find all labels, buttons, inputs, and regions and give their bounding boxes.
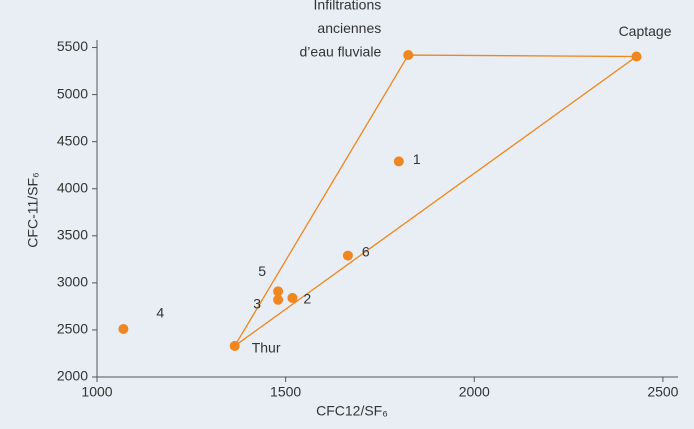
mixing-line <box>234 54 639 347</box>
point-label: Thur <box>252 340 281 356</box>
x-axis-label: CFC12/SF₆ <box>316 403 388 419</box>
y-tick-label: 2500 <box>57 321 88 337</box>
x-tick-label: 2000 <box>459 384 490 400</box>
point <box>393 156 404 167</box>
y-tick-label: 3500 <box>57 227 88 243</box>
point <box>273 294 284 305</box>
x-tick-label: 2500 <box>647 384 678 400</box>
y-tick-label: 3000 <box>57 274 88 290</box>
point <box>403 50 414 61</box>
y-tick-label: 2000 <box>57 368 88 384</box>
point <box>631 51 642 62</box>
point-label: anciennes <box>317 20 381 36</box>
point-label: 4 <box>156 305 164 321</box>
point-label: 3 <box>253 296 261 312</box>
point-label: d’eau fluviale <box>300 43 382 59</box>
x-tick-label: 1500 <box>270 384 301 400</box>
x-tick-label: 1000 <box>81 384 112 400</box>
y-tick-label: 4500 <box>57 132 88 148</box>
point <box>273 286 284 297</box>
point <box>342 250 353 261</box>
y-tick-label: 4000 <box>57 179 88 195</box>
y-tick-label: 5000 <box>57 85 88 101</box>
point <box>229 340 240 351</box>
y-tick-label: 5500 <box>57 38 88 54</box>
point <box>287 292 298 303</box>
point-label: 6 <box>362 243 370 259</box>
point-label: 1 <box>413 151 421 167</box>
point-label: Captage <box>619 23 672 39</box>
point-label: 5 <box>258 263 266 279</box>
point-label: Infiltrations <box>314 0 382 12</box>
y-axis-label: CFC-11/SF₆ <box>25 172 41 247</box>
point-label: 2 <box>303 291 311 307</box>
point <box>118 323 129 334</box>
